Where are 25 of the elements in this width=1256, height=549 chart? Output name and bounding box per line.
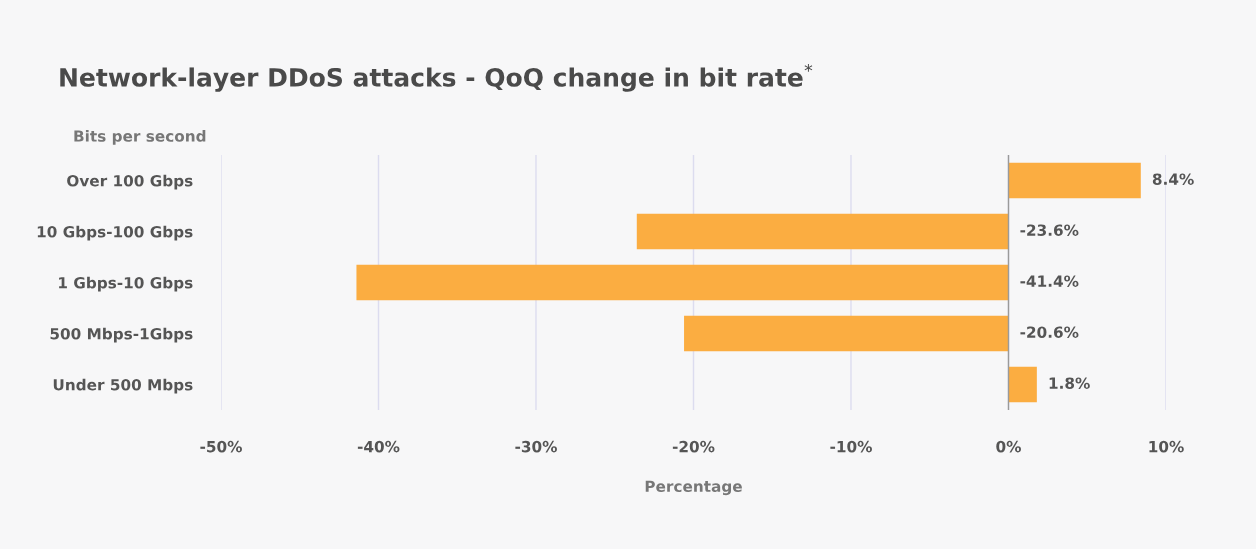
bar <box>1008 162 1141 199</box>
x-axis-title: Percentage <box>645 480 742 496</box>
data-label: -23.6% <box>1020 224 1079 236</box>
y-tick-label: Over 100 Gbps <box>67 174 193 190</box>
bar <box>684 315 1009 352</box>
data-label: -41.4% <box>1020 275 1079 287</box>
x-tick-label: 0% <box>996 440 1021 453</box>
x-tick-label: -30% <box>515 440 557 453</box>
x-tick-label: -40% <box>357 440 400 453</box>
x-tick-label: -20% <box>672 440 715 453</box>
y-tick-label: 500 Mbps-1Gbps <box>50 327 193 343</box>
data-label: 8.4% <box>1152 173 1194 185</box>
bar <box>356 264 1009 301</box>
y-tick-label: Under 500 Mbps <box>53 378 193 394</box>
chart-title: Network-layer DDoS attacks - QoQ change in bit rate$^{*}$ <box>60 63 813 92</box>
bar <box>636 213 1009 250</box>
bar <box>1008 366 1037 403</box>
y-tick-label: 1 Gbps-10 Gbps <box>59 276 193 292</box>
y-tick-label: 10 Gbps-100 Gbps <box>37 225 193 241</box>
x-tick-label: -10% <box>830 440 872 453</box>
y-axis-title: Bits per second <box>74 130 206 145</box>
x-tick-label: -50% <box>200 440 242 453</box>
data-label: 1.8% <box>1049 377 1090 389</box>
x-tick-label: 10% <box>1149 440 1184 453</box>
data-label: -20.6% <box>1020 326 1079 338</box>
